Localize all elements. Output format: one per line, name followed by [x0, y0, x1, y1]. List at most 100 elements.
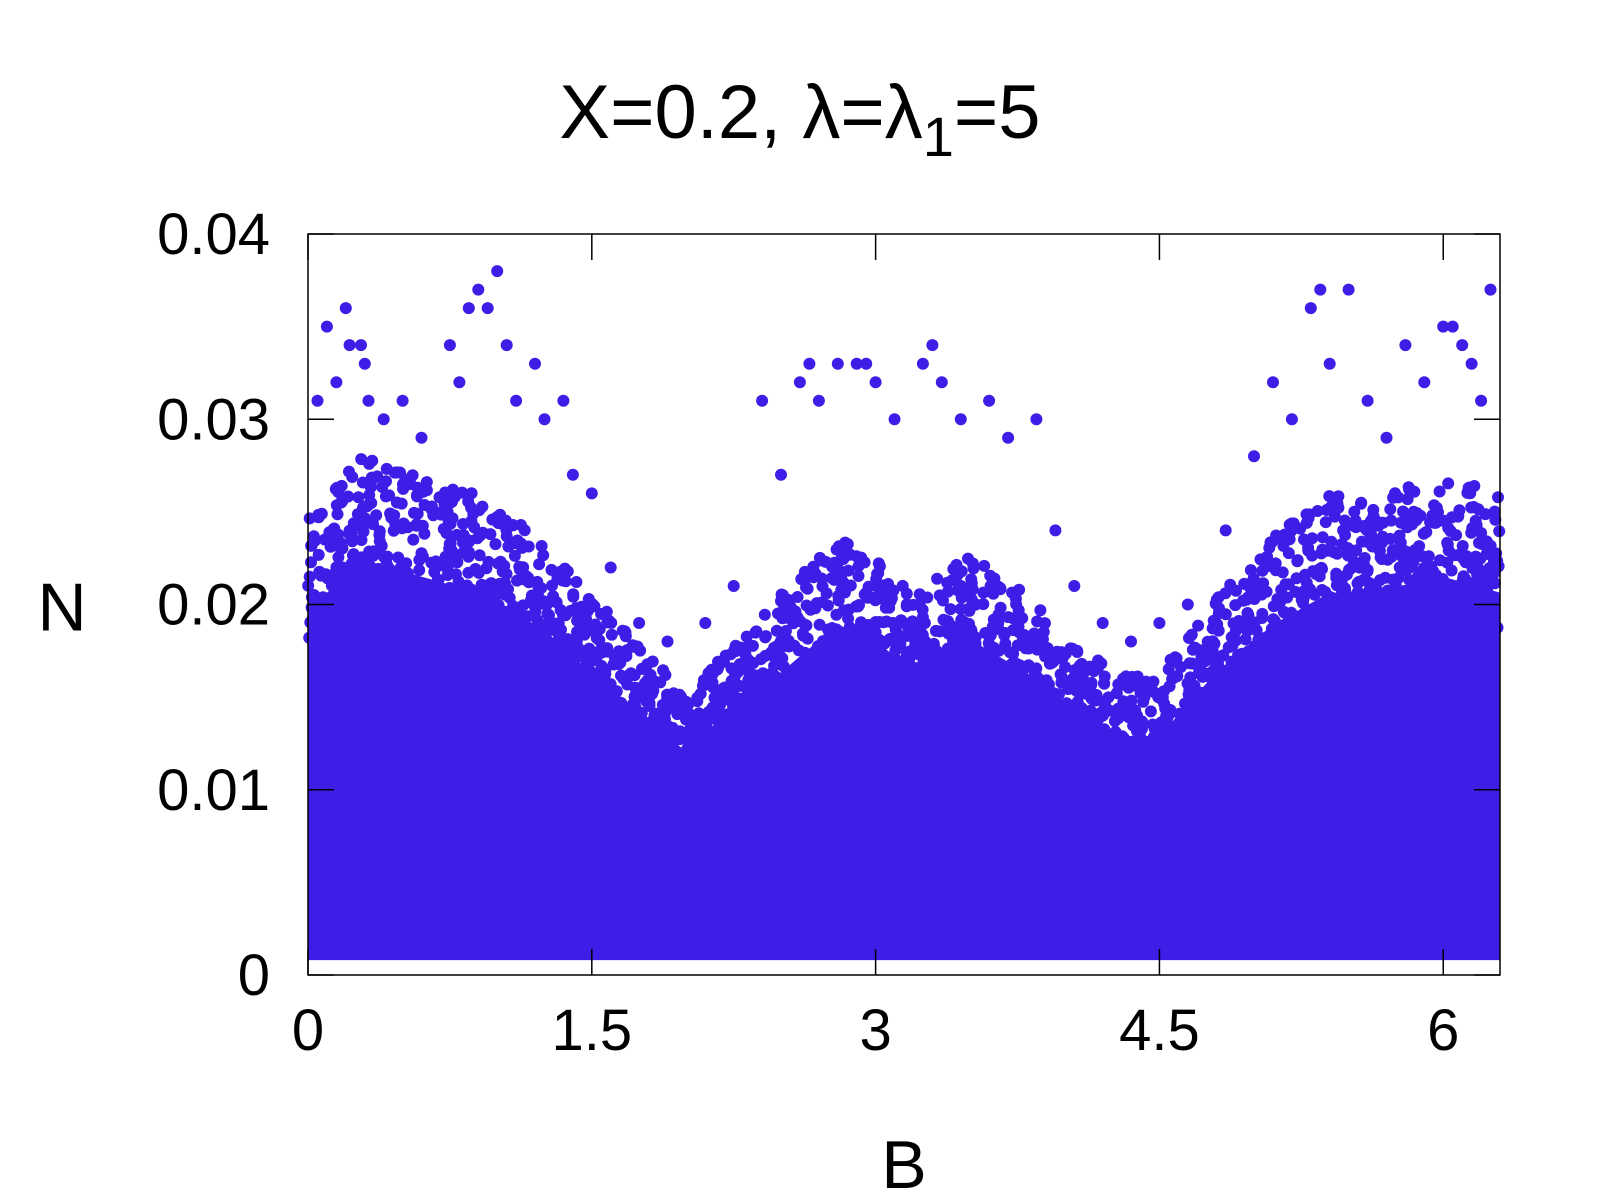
data-point	[830, 608, 843, 621]
data-point	[473, 549, 486, 562]
data-point	[984, 657, 997, 670]
data-point	[889, 619, 902, 632]
data-point	[842, 612, 855, 625]
data-point	[1401, 493, 1414, 506]
data-point	[800, 581, 812, 594]
data-point	[706, 667, 719, 680]
outlier-point	[330, 376, 343, 389]
data-point	[1319, 516, 1332, 529]
data-point	[1185, 711, 1198, 724]
outlier-point	[362, 394, 375, 407]
data-point	[1481, 582, 1494, 595]
data-point	[852, 560, 865, 573]
data-point	[1451, 549, 1464, 562]
data-point	[1374, 574, 1387, 587]
data-point	[614, 711, 627, 724]
data-point	[800, 660, 813, 672]
outlier-point	[1002, 431, 1015, 444]
data-point	[685, 723, 698, 736]
data-point	[703, 741, 715, 753]
data-point	[1018, 685, 1031, 697]
data-point	[933, 589, 946, 602]
data-point	[1464, 613, 1477, 625]
data-point	[977, 598, 990, 611]
data-point	[494, 582, 507, 595]
data-point	[1441, 536, 1454, 549]
data-point	[307, 530, 320, 543]
data-point	[729, 676, 742, 689]
data-point	[462, 550, 475, 563]
outlier-point	[358, 357, 371, 370]
data-point	[571, 674, 584, 687]
data-point	[828, 556, 841, 569]
data-point	[1385, 592, 1398, 605]
data-point	[452, 589, 465, 602]
data-point	[804, 603, 817, 616]
y-tick-label: 0	[238, 943, 270, 1008]
data-point	[338, 608, 351, 621]
data-point	[541, 607, 554, 620]
data-point	[719, 719, 732, 732]
data-point	[1282, 578, 1295, 591]
data-point	[484, 577, 497, 590]
data-point	[944, 603, 957, 616]
data-point	[1352, 621, 1365, 634]
x-tick-label: 4.5	[1119, 998, 1200, 1063]
outlier-point	[339, 302, 352, 315]
data-point	[1369, 514, 1382, 527]
data-point	[1397, 544, 1410, 557]
data-point	[1416, 578, 1429, 591]
data-point	[1038, 617, 1051, 630]
data-point	[1112, 712, 1125, 725]
data-point	[376, 481, 389, 493]
data-point	[1374, 551, 1387, 564]
data-point	[303, 512, 316, 525]
data-point	[1028, 690, 1041, 702]
data-point	[1041, 642, 1054, 655]
data-point	[853, 599, 865, 611]
data-point	[837, 576, 850, 589]
data-point	[679, 763, 692, 776]
outlier-point	[860, 357, 873, 370]
data-point	[1230, 584, 1242, 597]
data-point	[1310, 603, 1323, 616]
data-point	[373, 535, 386, 548]
data-point	[1192, 660, 1204, 673]
outlier-point	[727, 580, 740, 592]
data-point	[1039, 694, 1052, 706]
outlier-point	[699, 617, 712, 629]
data-point	[816, 662, 829, 674]
data-point	[571, 614, 584, 627]
data-point	[1007, 677, 1020, 690]
data-point	[1456, 540, 1469, 552]
data-point	[413, 590, 426, 603]
data-point	[1185, 628, 1198, 641]
data-point	[330, 597, 343, 610]
data-point	[347, 548, 360, 561]
data-point	[813, 551, 826, 564]
data-point	[517, 561, 530, 574]
data-point	[564, 604, 577, 617]
data-point	[1362, 619, 1375, 632]
data-point	[504, 638, 517, 651]
data-point	[1146, 718, 1159, 731]
data-point	[1413, 601, 1426, 614]
data-point	[372, 562, 385, 575]
data-point	[994, 582, 1007, 594]
data-point	[1393, 529, 1406, 542]
data-point	[746, 672, 759, 685]
data-point	[444, 494, 457, 507]
data-point	[321, 572, 334, 585]
data-point	[1110, 687, 1123, 700]
data-point	[1482, 609, 1495, 622]
data-point	[495, 517, 508, 530]
data-point	[1112, 702, 1125, 715]
data-point	[1206, 622, 1219, 635]
data-point	[1047, 687, 1060, 700]
data-point	[367, 518, 379, 531]
data-point	[1307, 623, 1320, 636]
data-point	[1398, 584, 1411, 597]
data-point	[708, 711, 721, 724]
data-point	[1420, 526, 1433, 538]
outlier-point	[983, 394, 996, 407]
